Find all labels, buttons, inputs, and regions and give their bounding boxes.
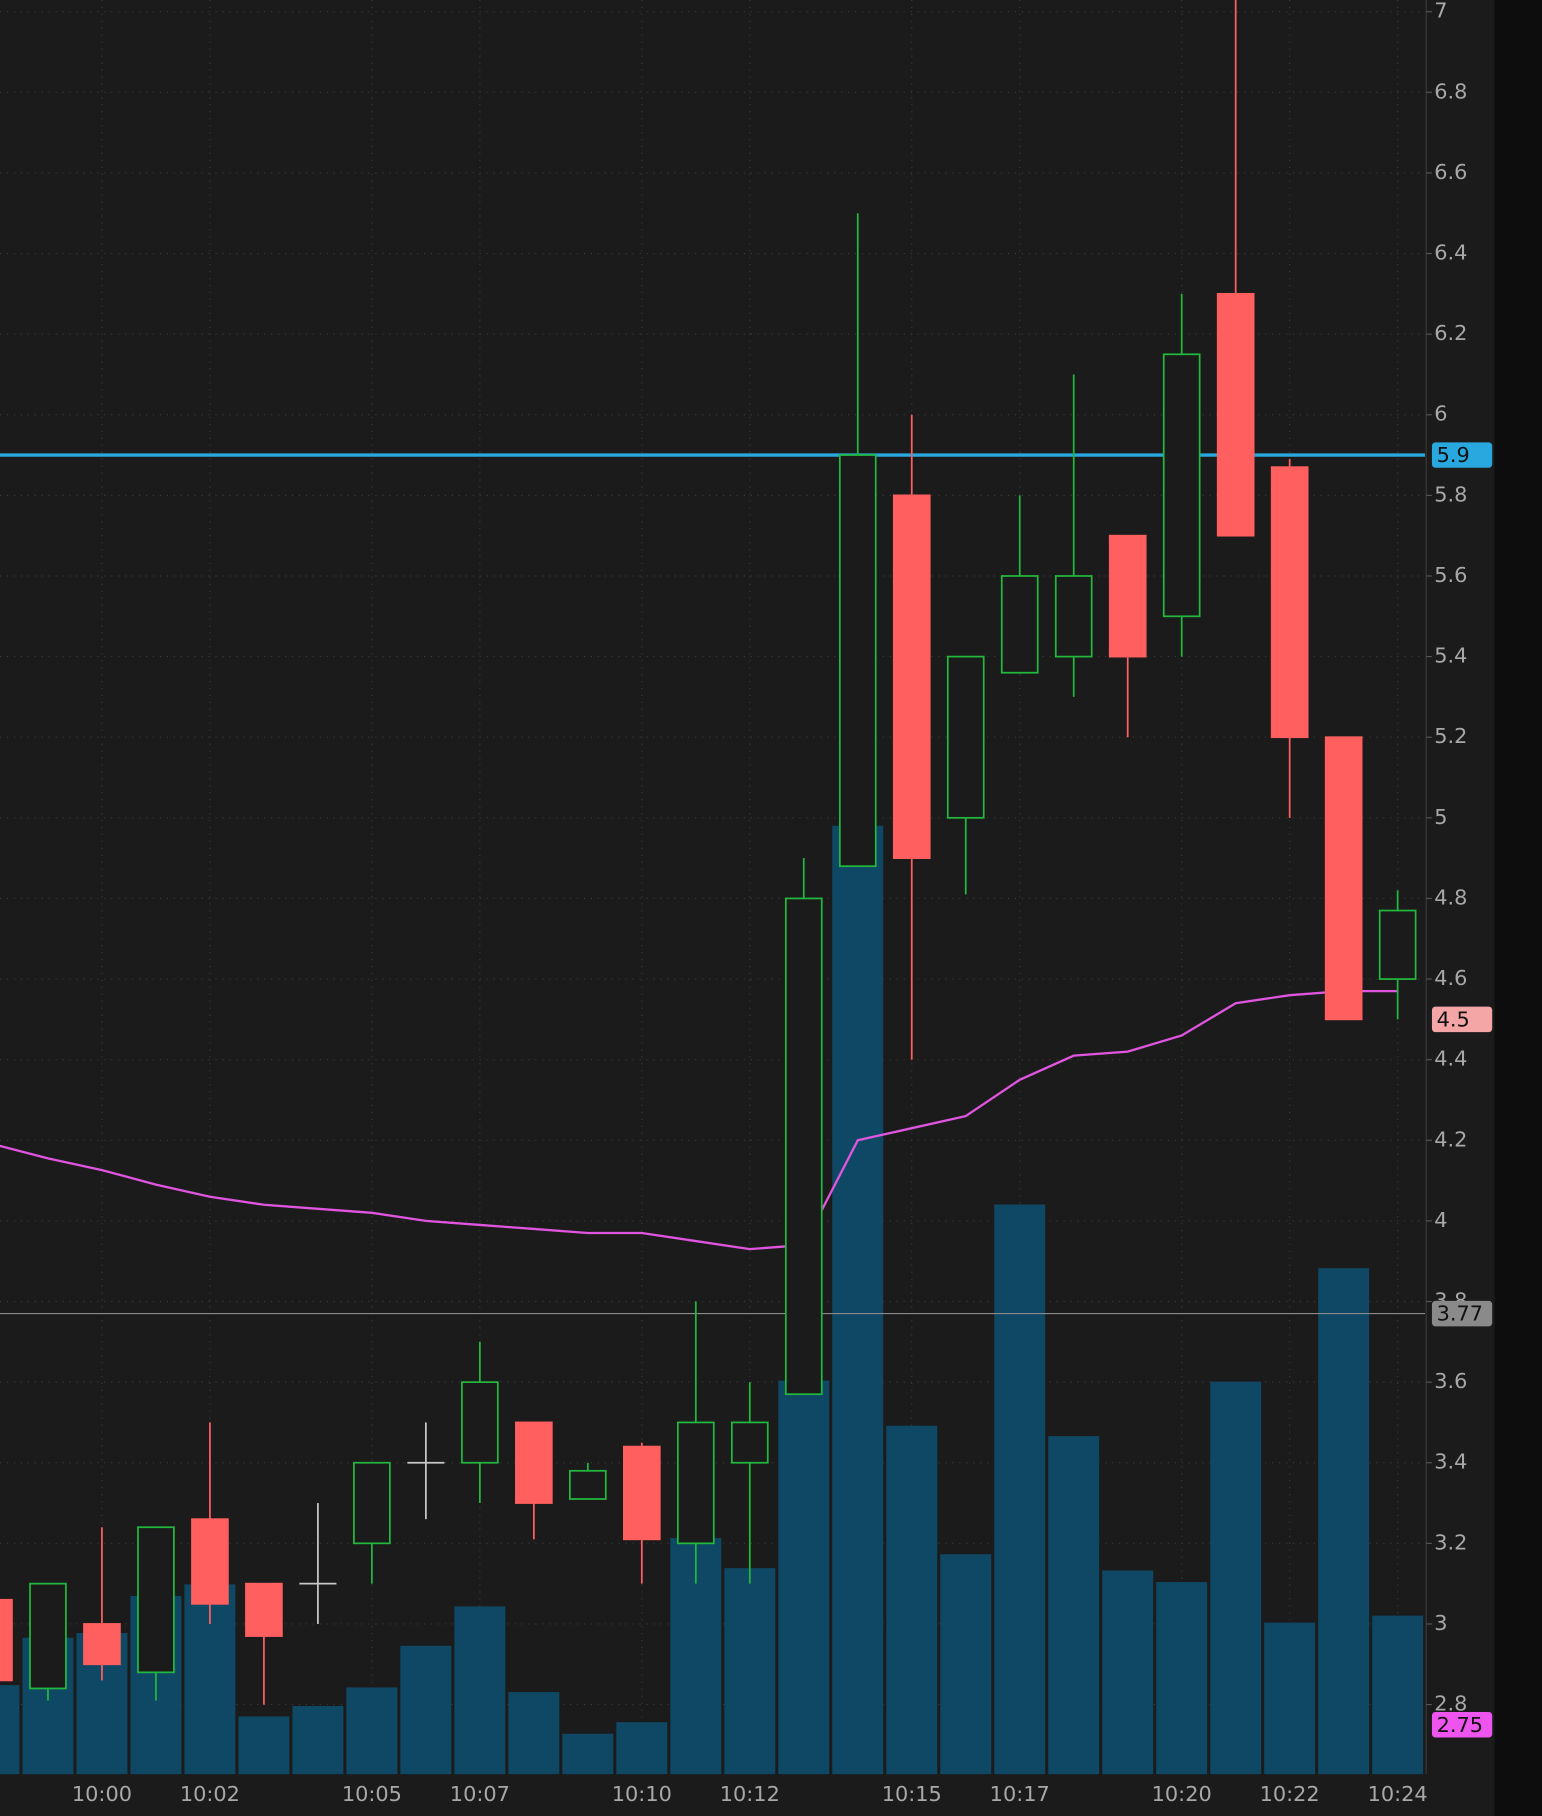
candle-body <box>1324 736 1363 1021</box>
axis-area: 2.833.23.43.63.844.24.44.64.855.25.45.65… <box>72 0 1493 1806</box>
y-tick-label: 6.6 <box>1434 160 1467 184</box>
y-tick-label: 3 <box>1434 1611 1447 1635</box>
x-tick-label: 10:15 <box>882 1782 942 1806</box>
candle-body <box>137 1526 175 1674</box>
y-tick-label: 5.4 <box>1434 644 1467 668</box>
y-tick-label: 3.6 <box>1434 1369 1467 1393</box>
candle-body <box>838 454 877 868</box>
x-tick-label: 10:24 <box>1368 1782 1428 1806</box>
candle-body <box>892 494 931 860</box>
y-tick-label: 6.4 <box>1434 241 1467 265</box>
plot-area <box>0 0 1425 1775</box>
candle-body <box>1000 575 1039 674</box>
price-label-box <box>1431 1711 1493 1738</box>
x-tick-label: 10:20 <box>1152 1782 1212 1806</box>
candle-body <box>1108 534 1147 658</box>
price-label-box <box>1431 1006 1493 1033</box>
volume-bar <box>1156 1582 1208 1775</box>
candle-body <box>245 1582 283 1637</box>
candle-body <box>730 1421 769 1464</box>
volume-bar <box>724 1568 776 1775</box>
volume-bar <box>994 1204 1046 1775</box>
candle-body <box>1378 909 1417 980</box>
candle-body <box>353 1461 391 1545</box>
y-tick-label: 2.8 <box>1434 1692 1467 1716</box>
price-label-box <box>1431 442 1493 468</box>
y-tick-label: 4.4 <box>1434 1047 1467 1071</box>
volume-bar <box>454 1606 506 1775</box>
price-label-text: 2.75 <box>1437 1713 1483 1737</box>
x-tick-label: 10:00 <box>72 1782 132 1806</box>
y-tick-label: 5.6 <box>1434 563 1467 587</box>
volume-bar <box>886 1425 938 1775</box>
x-tick-label: 10:17 <box>990 1782 1050 1806</box>
volume-bar <box>1264 1622 1316 1775</box>
volume-bar <box>562 1733 614 1775</box>
x-tick-label: 10:05 <box>342 1782 402 1806</box>
volume-bar <box>1318 1268 1370 1775</box>
y-tick-label: 6.2 <box>1434 321 1467 345</box>
volume-bar <box>940 1554 992 1775</box>
x-tick-label: 10:02 <box>180 1782 240 1806</box>
y-tick-label: 4 <box>1434 1208 1447 1232</box>
volume-bar <box>238 1716 290 1775</box>
candle-body <box>0 1598 13 1682</box>
volume-bar <box>0 1685 20 1775</box>
volume-bar <box>346 1687 398 1775</box>
candle-body <box>191 1518 229 1605</box>
y-tick-label: 6 <box>1434 402 1447 426</box>
candle-body <box>515 1421 553 1504</box>
x-tick-label: 10:10 <box>612 1782 672 1806</box>
candle-body <box>29 1582 67 1690</box>
candle-body <box>461 1381 499 1464</box>
candle-body <box>83 1623 121 1666</box>
y-tick-label: 3.2 <box>1434 1530 1467 1554</box>
volume-bar <box>400 1645 452 1775</box>
price-label-text: 4.5 <box>1437 1008 1470 1032</box>
y-tick-label: 3.4 <box>1434 1450 1467 1474</box>
x-tick-label: 10:07 <box>450 1782 510 1806</box>
y-tick-label: 5.2 <box>1434 724 1467 748</box>
x-tick-label: 10:22 <box>1260 1782 1320 1806</box>
volume-bar <box>778 1380 830 1775</box>
volume-bar <box>1372 1615 1424 1775</box>
price-label-text: 3.77 <box>1437 1302 1483 1326</box>
candle-body <box>784 897 823 1396</box>
candle-body <box>569 1469 607 1500</box>
candle-body <box>946 655 985 819</box>
price-label: 3.77 <box>1431 1300 1493 1327</box>
right-margin <box>1494 0 1542 1816</box>
price-label: 5.9 <box>1431 442 1493 468</box>
y-tick-label: 6.8 <box>1434 79 1467 103</box>
price-label-text: 5.9 <box>1437 443 1470 467</box>
candle-body <box>1216 292 1255 537</box>
candle-body <box>1270 466 1309 739</box>
y-tick-label: 4.6 <box>1434 966 1467 990</box>
moving-average-line <box>0 989 1398 1251</box>
candle-body <box>622 1445 661 1541</box>
price-label: 2.75 <box>1431 1711 1493 1738</box>
volume-bar <box>1210 1381 1262 1775</box>
volume-bar <box>616 1722 668 1775</box>
price-label-box <box>1431 1300 1493 1327</box>
volume-bar <box>508 1692 560 1775</box>
candle-body <box>676 1421 715 1545</box>
x-tick-label: 10:12 <box>720 1782 780 1806</box>
y-tick-label: 4.2 <box>1434 1127 1467 1151</box>
y-tick-label: 5.8 <box>1434 482 1467 506</box>
candle-body <box>1162 353 1201 618</box>
price-label: 4.5 <box>1431 1006 1493 1033</box>
volume-bar <box>1102 1570 1154 1775</box>
candle-body <box>1054 575 1093 658</box>
y-tick-label: 7 <box>1434 0 1447 23</box>
volume-bar <box>832 825 884 1775</box>
volume-bar <box>1048 1436 1100 1775</box>
y-tick-label: 4.8 <box>1434 885 1467 909</box>
y-tick-label: 5 <box>1434 805 1447 829</box>
volume-bar <box>292 1705 344 1775</box>
